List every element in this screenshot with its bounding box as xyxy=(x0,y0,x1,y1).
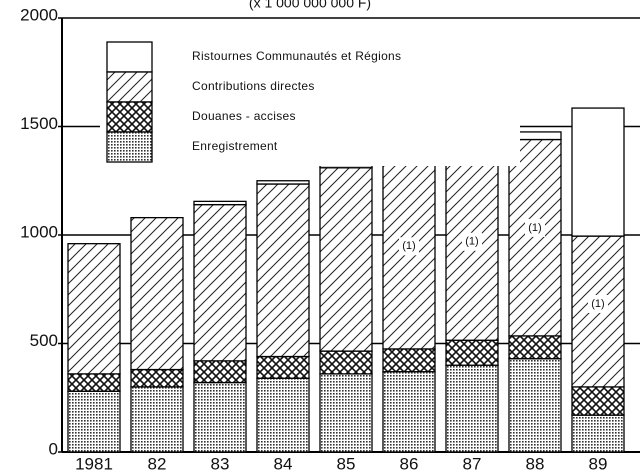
y-tick-label: 1500 xyxy=(20,114,58,133)
bar-segment xyxy=(193,203,247,362)
bar-segment xyxy=(67,373,121,392)
bar-segment xyxy=(445,364,499,453)
x-tick-label: 87 xyxy=(463,454,482,473)
legend-swatch xyxy=(106,71,153,103)
y-tick-label: 2000 xyxy=(20,5,58,24)
x-tick-label: 82 xyxy=(148,454,167,473)
annotation: (1) xyxy=(591,298,604,310)
x-tick-label: 85 xyxy=(337,454,356,473)
bar-segment xyxy=(256,180,310,185)
bar-segment xyxy=(445,339,499,366)
annotation: (1) xyxy=(402,240,415,252)
x-tick-label: 89 xyxy=(589,454,608,473)
legend-label: Douanes - accises xyxy=(192,109,296,123)
annotation-bg xyxy=(462,232,482,251)
annotation-bg xyxy=(588,294,608,313)
chart-subtitle: (x 1 000 000 000 F) xyxy=(249,0,371,11)
legend-bg xyxy=(100,38,520,166)
bar-segment xyxy=(382,371,436,453)
bar-segment xyxy=(67,243,121,375)
x-tick-label: 88 xyxy=(526,454,545,473)
x-tick-label: 1981 xyxy=(75,454,113,473)
annotation: (1) xyxy=(465,236,478,248)
x-tick-label: 83 xyxy=(211,454,230,473)
y-tick-label: 500 xyxy=(30,331,58,350)
y-tick-label: 0 xyxy=(49,439,58,458)
bar-segment xyxy=(508,335,562,360)
bar-segment xyxy=(319,350,373,375)
bar-segment xyxy=(571,107,625,237)
bar-segment xyxy=(193,360,247,384)
bar-segment xyxy=(130,386,184,453)
bar-segment xyxy=(256,355,310,379)
bar-segment xyxy=(256,377,310,453)
legend-label: Ristournes Communautés et Régions xyxy=(192,49,401,63)
x-tick-label: 86 xyxy=(400,454,419,473)
bar-segment xyxy=(130,216,184,371)
legend-swatch xyxy=(106,131,153,163)
bar-segment xyxy=(571,386,625,416)
annotation: (1) xyxy=(528,222,541,234)
bar-segment xyxy=(508,138,562,337)
bar-segment xyxy=(193,381,247,453)
annotation-bg xyxy=(525,218,545,237)
annotation-bg xyxy=(399,237,419,256)
x-tick-label: 84 xyxy=(274,454,293,473)
legend-label: Enregistrement xyxy=(192,139,278,153)
y-tick-label: 1000 xyxy=(20,222,58,241)
bar-segment xyxy=(67,390,121,453)
legend-swatch xyxy=(106,41,153,73)
bar-segment xyxy=(571,414,625,453)
bar-segment xyxy=(130,368,184,388)
bar-segment xyxy=(382,161,436,350)
legend-swatch xyxy=(106,101,153,133)
bar-segment xyxy=(193,200,247,206)
bar-segment xyxy=(508,358,562,453)
bar-segment xyxy=(319,373,373,453)
bar-segment xyxy=(382,348,436,373)
legend-label: Contributions directes xyxy=(192,79,315,93)
bar-segment xyxy=(256,183,310,358)
bar-segment xyxy=(319,167,373,352)
